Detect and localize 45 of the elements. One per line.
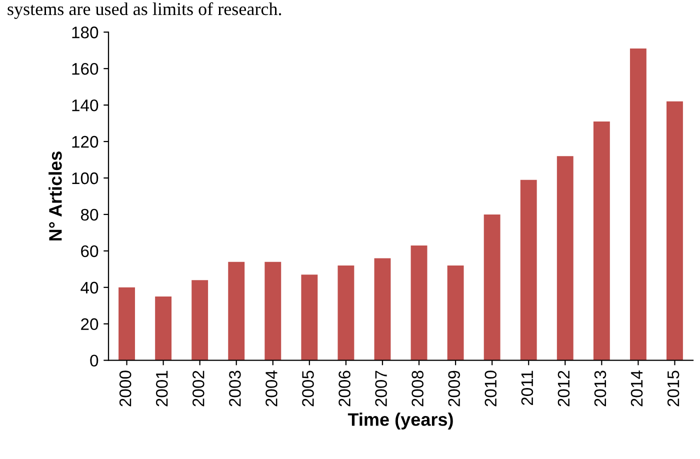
text: systems are used as limits of research. <box>8 2 282 19</box>
bar <box>301 274 318 360</box>
bar <box>338 266 354 360</box>
x-tick-label: 2010 <box>484 370 497 406</box>
x-axis-title: Time (years) <box>348 412 453 430</box>
x-tick-label: 2007 <box>375 370 387 406</box>
bar <box>118 287 135 360</box>
x-tick-label: 2008 <box>412 370 424 406</box>
bar <box>447 266 464 360</box>
bar <box>264 262 282 360</box>
x-tick-label: 2014 <box>630 370 643 406</box>
bar <box>192 280 208 360</box>
x-tick-label: 2004 <box>266 370 278 406</box>
y-tick-label: 100 <box>72 172 98 184</box>
bar <box>520 180 537 360</box>
y-tick-label: 60 <box>81 245 98 258</box>
x-tick-label: 2001 <box>156 370 168 406</box>
bar <box>155 296 172 360</box>
x-tick-label: 2000 <box>119 370 132 406</box>
bar <box>228 262 245 360</box>
y-tick-label: 120 <box>72 136 98 148</box>
y-tick-label: 0 <box>90 354 98 367</box>
x-tick-label: 2013 <box>594 370 606 406</box>
bar <box>593 121 610 360</box>
bar <box>630 48 646 360</box>
x-tick-label: 2015 <box>667 370 680 406</box>
y-tick-label: 140 <box>72 99 98 112</box>
y-tick-label: 180 <box>72 26 98 38</box>
x-tick-label: 2012 <box>558 370 570 406</box>
y-axis-title: N° Articles <box>48 152 62 240</box>
bar <box>666 101 683 360</box>
bar <box>410 245 428 360</box>
bar <box>484 214 500 360</box>
x-tick-label: 2006 <box>338 370 350 406</box>
x-tick-label: 2002 <box>192 370 204 406</box>
x-tick-label: 2005 <box>302 370 314 406</box>
y-tick-label: 20 <box>81 318 98 330</box>
y-tick-label: 40 <box>80 282 98 294</box>
y-tick-label: 160 <box>72 62 98 75</box>
x-tick-label: 2009 <box>448 370 460 406</box>
bar <box>556 156 574 360</box>
x-tick-label: 2003 <box>229 370 241 406</box>
y-tick-label: 80 <box>80 208 98 221</box>
x-tick-label: 2011 <box>521 370 534 406</box>
bar <box>374 258 391 360</box>
